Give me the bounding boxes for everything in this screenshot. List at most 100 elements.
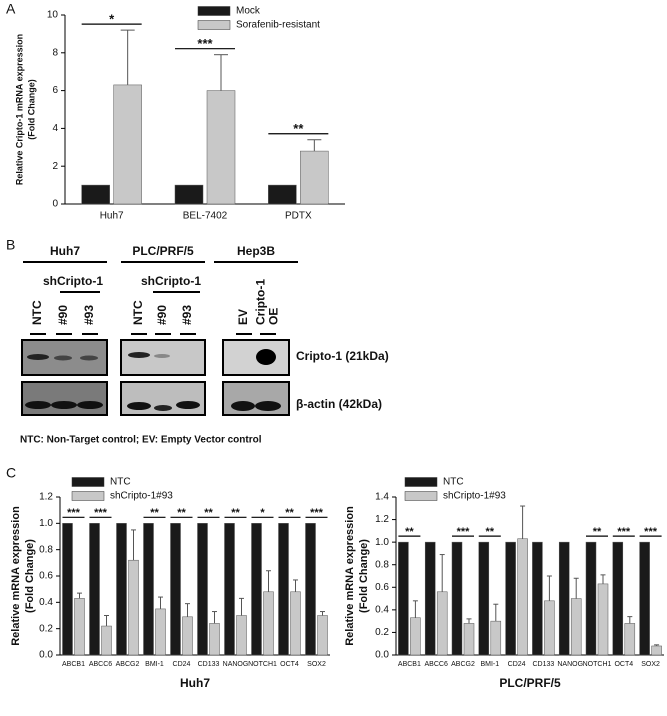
x-tick-label: ABCC6 [89, 661, 112, 668]
x-tick-label: NOTCH1 [583, 661, 612, 668]
significance-label: ** [204, 507, 213, 519]
y-axis-label: Relative Cripto-1 mRNA expression [14, 34, 24, 185]
panel-label: B [6, 237, 15, 253]
y-tick-label: 0.2 [375, 627, 389, 638]
legend-label: shCripto-1#93 [110, 491, 173, 502]
blot-band [25, 401, 51, 409]
y-tick-label: 1.0 [375, 537, 389, 548]
x-tick-label: OCT4 [614, 661, 633, 668]
significance-label: ** [150, 507, 159, 519]
legend-swatch [404, 491, 438, 501]
blot-group-title: PLC/PRF/5 [132, 244, 194, 258]
bar [174, 184, 204, 205]
bar [612, 541, 624, 656]
bar [424, 541, 436, 656]
x-tick-label: ABCB1 [398, 661, 421, 668]
blot-footnote: NTC: Non-Target control; EV: Empty Vecto… [20, 435, 262, 446]
bar [209, 623, 220, 656]
y-tick-label: 1.2 [375, 514, 389, 525]
bar [263, 591, 274, 656]
y-tick-label: 8 [52, 47, 58, 58]
bar [278, 523, 289, 656]
blot-box [120, 381, 206, 416]
bar [182, 616, 193, 656]
y-tick-label: 0.8 [39, 544, 53, 555]
blot-group-title: Hep3B [237, 244, 275, 258]
x-tick-label: PDTX [285, 211, 312, 222]
significance-label: *** [67, 507, 81, 519]
panel-label: C [6, 465, 16, 481]
y-tick-label: 1.0 [39, 518, 53, 529]
y-axis-label: (Fold Change) [358, 539, 370, 613]
y-axis-label: Relative mRNA expression [10, 506, 22, 646]
blot-box [222, 339, 290, 376]
bar [101, 625, 112, 656]
blot-band [54, 355, 72, 361]
panel-label: A [6, 1, 16, 17]
bar [639, 541, 650, 656]
blot-box [222, 381, 290, 416]
significance-label: *** [457, 526, 471, 538]
blot-band [255, 401, 281, 411]
bar [463, 623, 475, 656]
significance-label: ** [486, 526, 495, 538]
significance-label: * [109, 12, 115, 27]
bar [398, 541, 409, 656]
legend-swatch [71, 491, 105, 501]
bar [517, 538, 528, 656]
legend-swatch [197, 6, 231, 16]
legend-swatch [404, 477, 438, 487]
bar [170, 523, 181, 656]
legend-swatch [71, 477, 105, 487]
x-tick-label: CD24 [173, 661, 191, 668]
x-tick-label: NANOG [223, 661, 249, 668]
legend-label: NTC [443, 477, 464, 488]
legend-label: Mock [236, 6, 261, 17]
y-axis-label: (Fold Change) [26, 79, 36, 140]
y-tick-label: 1.4 [375, 492, 389, 503]
blot-band [231, 401, 255, 411]
blot-band [256, 349, 276, 365]
bar [268, 184, 297, 205]
y-tick-label: 6 [52, 85, 58, 96]
significance-label: ** [177, 507, 186, 519]
significance-label: * [260, 507, 265, 519]
bar [290, 591, 301, 656]
x-tick-label: ABCG2 [116, 661, 140, 668]
significance-label: ** [593, 526, 602, 538]
bar [532, 541, 543, 656]
y-tick-label: 0.2 [39, 623, 53, 634]
blot-lane-label: NTC [30, 300, 44, 325]
x-tick-label: CD24 [508, 661, 526, 668]
bar [155, 608, 166, 656]
blot-band [51, 401, 77, 409]
x-axis-label: Huh7 [180, 676, 210, 690]
bar [116, 523, 127, 656]
bar [143, 523, 154, 656]
x-tick-label: BEL-7402 [183, 211, 228, 222]
y-tick-label: 0.0 [375, 650, 389, 661]
significance-label: *** [617, 526, 631, 538]
significance-label: ** [285, 507, 294, 519]
blot-subtitle: shCripto-1 [43, 274, 103, 288]
legend-swatch [197, 20, 231, 30]
legend-label: Sorafenib-resistant [236, 20, 320, 31]
bar [89, 523, 100, 656]
x-tick-label: Huh7 [100, 211, 124, 222]
bar [251, 523, 262, 656]
bar [651, 645, 662, 656]
y-tick-label: 0.4 [375, 604, 389, 615]
significance-label: ** [231, 507, 240, 519]
bar [62, 523, 73, 656]
x-tick-label: ABCB1 [62, 661, 85, 668]
y-axis-label: Relative mRNA expression [344, 506, 356, 646]
y-tick-label: 0.8 [375, 559, 389, 570]
blot-group-title: Huh7 [50, 244, 80, 258]
bar [206, 90, 236, 205]
y-tick-label: 10 [47, 10, 59, 21]
blot-band [176, 401, 200, 409]
blot-lane-label: #90 [56, 305, 70, 325]
blot-box [21, 381, 108, 416]
significance-label: *** [197, 36, 213, 51]
